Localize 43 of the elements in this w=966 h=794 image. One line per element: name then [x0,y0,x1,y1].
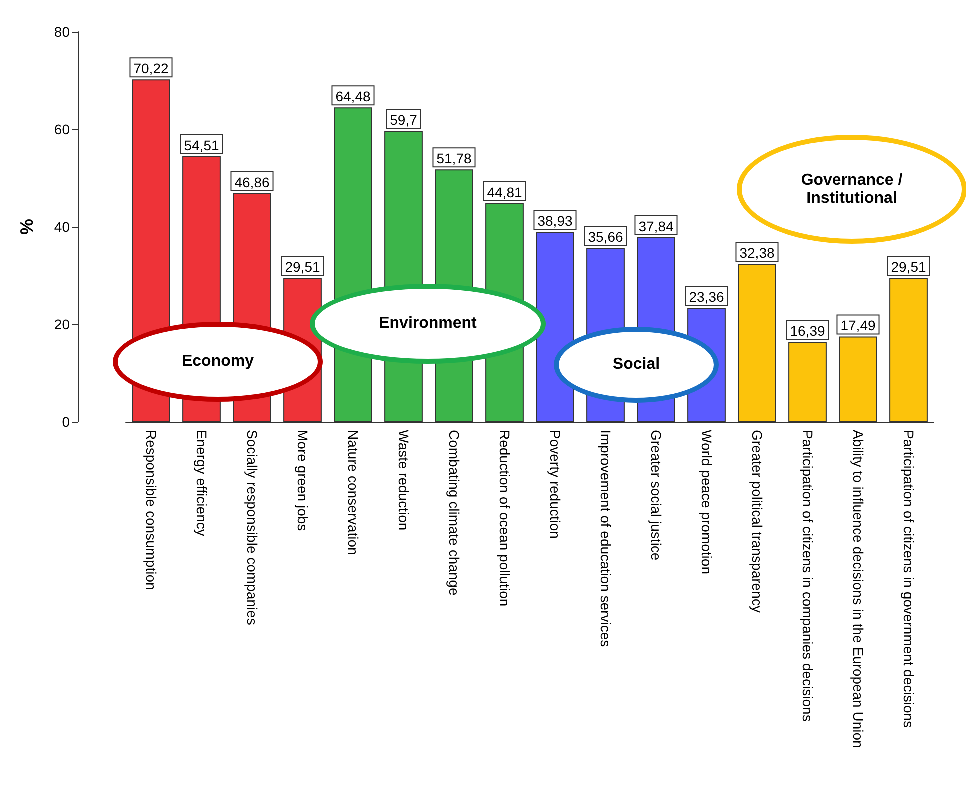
y-tick-label: 80 [54,24,70,40]
x-tick-label: World peace promotion [698,430,715,574]
data-label: 23,36 [689,289,724,306]
x-tick-label: Greater political transparency [749,430,766,613]
x-tick-label: Poverty reduction [547,430,564,539]
y-axis-title: % [17,218,37,236]
x-tick-label: More green jobs [294,430,311,532]
annotation: Governance / Institutional [800,172,904,208]
x-tick-label: Reduction of ocean pollution [496,430,513,607]
oval-frame: Governance / Institutional [737,135,966,244]
x-tick-label: Improvement of education services [598,430,614,648]
x-tick-label: Ability to influence decisions in the European Union [850,430,866,748]
x-tick-label: Socially responsible companies [244,430,260,626]
data-label: 59,7 [390,112,418,128]
annotation: Social [612,356,660,374]
data-label: 51,78 [436,150,472,167]
x-tick-label: Energy efficiency [194,430,210,536]
x-tick-label: Combating climate change [446,430,462,596]
x-tick-label: Responsible consumption [143,430,160,590]
data-label: 37,84 [638,218,674,235]
x-tick-label: Nature conservation [345,430,362,556]
annotation: Economy [182,353,254,371]
data-label: 35,66 [588,229,624,246]
data-label: 70,22 [134,60,169,77]
data-label: 29,51 [285,259,320,276]
y-tick-label: 40 [54,219,70,235]
data-label: 46,86 [234,174,270,191]
x-tick-label: Participation of citizens in government decisions [900,430,917,728]
data-label: 17,49 [840,318,876,334]
data-label: 32,38 [740,245,775,262]
data-label: 54,51 [184,137,220,154]
annotation: Environment [379,315,477,333]
data-label: 29,51 [891,259,926,276]
y-tick-label: 20 [54,316,70,332]
x-tick-label: Waste reduction [396,430,412,531]
data-label: 44,81 [487,184,522,201]
y-tick-label: 60 [54,122,70,138]
data-label: 38,93 [538,213,573,230]
data-label: 16,39 [790,323,826,340]
x-tick-label: Participation of citizens in companies decisions [800,430,816,722]
y-tick-label: 0 [62,414,70,430]
data-label: 64,48 [336,88,371,105]
x-tick-label: Greater social justice [648,430,664,561]
